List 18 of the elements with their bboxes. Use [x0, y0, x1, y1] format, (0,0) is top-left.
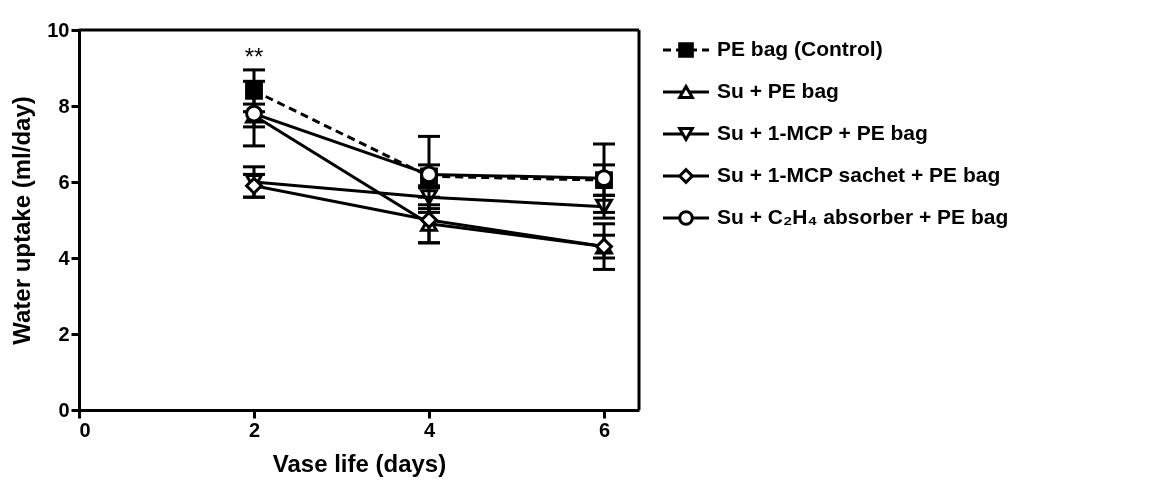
x-tick-label: 4	[423, 418, 436, 441]
y-tick-label: 4	[58, 246, 71, 269]
x-axis-title: Vase life (days)	[272, 449, 447, 477]
annotation: **	[244, 43, 264, 70]
x-tick-label: 0	[79, 418, 91, 441]
y-tick-label: 0	[58, 398, 70, 421]
y-tick-label: 6	[58, 170, 70, 193]
legend-label: Su + PE bag	[717, 79, 839, 102]
legend-label: Su + 1-MCP + PE bag	[717, 121, 928, 144]
y-tick-label: 2	[58, 322, 70, 345]
y-axis-title: Water uptake (ml/day)	[8, 96, 36, 345]
legend-label: Su + 1-MCP sachet + PE bag	[717, 163, 1001, 186]
x-tick-label: 6	[598, 418, 611, 441]
legend-label: PE bag (Control)	[717, 37, 883, 60]
legend-label: Su + C₂H₄ absorber + PE bag	[717, 205, 1009, 228]
y-tick-label: 8	[58, 94, 70, 117]
x-tick-label: 2	[248, 418, 261, 441]
y-tick-label: 10	[47, 18, 70, 41]
